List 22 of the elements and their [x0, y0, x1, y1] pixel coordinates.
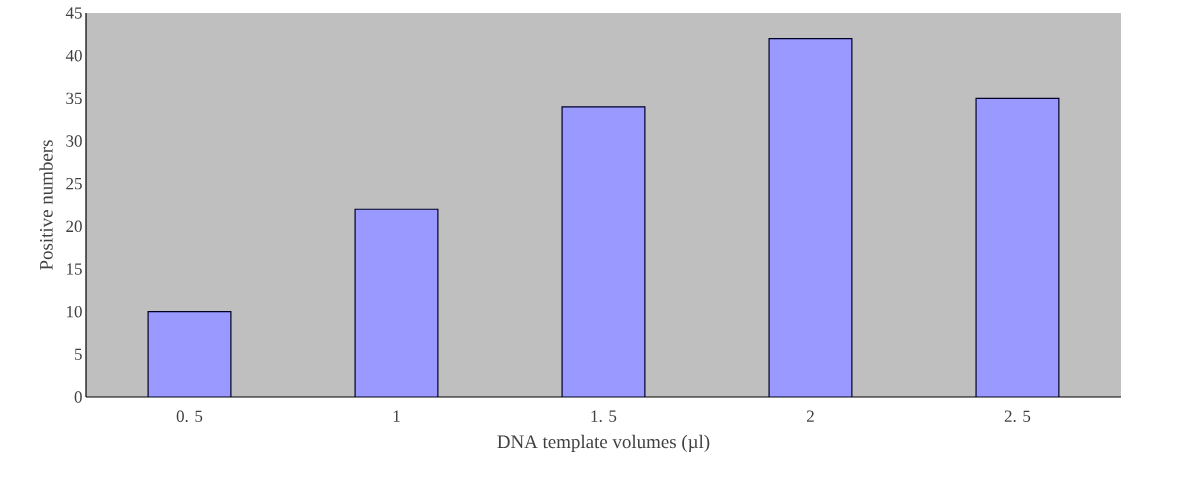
- y-tick-label: 30: [66, 135, 82, 147]
- x-tick-label: 2. 5: [1004, 410, 1031, 422]
- y-tick-label: 20: [66, 220, 82, 233]
- bar: [354, 208, 439, 397]
- x-tick-label: 1: [393, 410, 400, 422]
- bar: [147, 311, 232, 397]
- y-tick-label: 35: [66, 92, 82, 105]
- y-tick-label: 45: [65, 7, 82, 19]
- x-tick-label: 2: [806, 410, 814, 422]
- y-tick-label: 15: [67, 263, 82, 275]
- x-tick-label: 1. 5: [591, 410, 617, 422]
- y-tick-label: 5: [75, 348, 82, 360]
- y-tick-label: 25: [66, 177, 82, 190]
- y-tick-label: 0: [74, 391, 82, 403]
- bar: [768, 38, 853, 397]
- y-tick-label: 40: [65, 49, 82, 62]
- x-tick-label: 0. 5: [176, 410, 203, 423]
- bar: [561, 106, 646, 397]
- x-axis-title: DNA template volumes (µl): [497, 434, 710, 453]
- y-tick-label: 10: [67, 305, 82, 318]
- bar: [975, 97, 1060, 397]
- y-axis-title: Positive numbers: [39, 140, 53, 270]
